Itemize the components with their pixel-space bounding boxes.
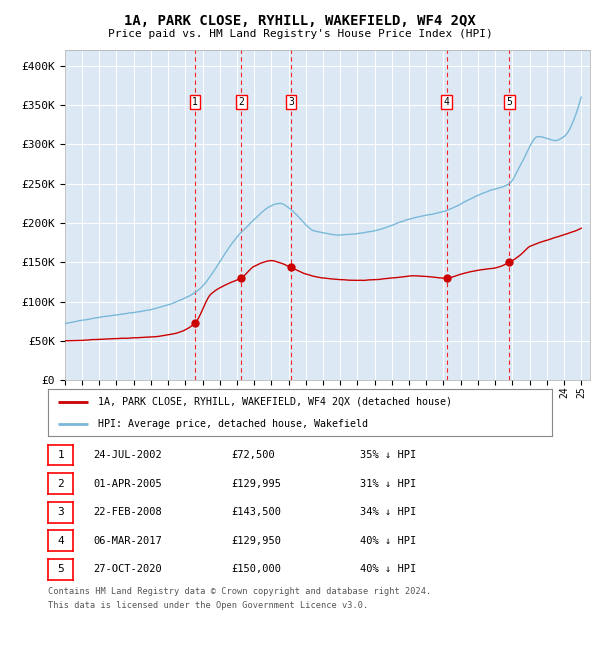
Text: 22-FEB-2008: 22-FEB-2008	[93, 507, 162, 517]
Text: 1: 1	[192, 97, 198, 107]
Text: 40% ↓ HPI: 40% ↓ HPI	[360, 564, 416, 575]
Text: 34% ↓ HPI: 34% ↓ HPI	[360, 507, 416, 517]
Text: This data is licensed under the Open Government Licence v3.0.: This data is licensed under the Open Gov…	[48, 601, 368, 610]
Text: 06-MAR-2017: 06-MAR-2017	[93, 536, 162, 546]
Text: £129,995: £129,995	[231, 478, 281, 489]
Text: 1A, PARK CLOSE, RYHILL, WAKEFIELD, WF4 2QX: 1A, PARK CLOSE, RYHILL, WAKEFIELD, WF4 2…	[124, 14, 476, 29]
Text: £72,500: £72,500	[231, 450, 275, 460]
Text: 3: 3	[288, 97, 294, 107]
Text: Contains HM Land Registry data © Crown copyright and database right 2024.: Contains HM Land Registry data © Crown c…	[48, 587, 431, 596]
Text: £150,000: £150,000	[231, 564, 281, 575]
Text: 31% ↓ HPI: 31% ↓ HPI	[360, 478, 416, 489]
Text: 01-APR-2005: 01-APR-2005	[93, 478, 162, 489]
Text: 4: 4	[57, 536, 64, 546]
Text: £129,950: £129,950	[231, 536, 281, 546]
Text: 1: 1	[57, 450, 64, 460]
Text: 2: 2	[238, 97, 244, 107]
Text: 27-OCT-2020: 27-OCT-2020	[93, 564, 162, 575]
Text: 3: 3	[57, 507, 64, 517]
Text: 2: 2	[57, 478, 64, 489]
Text: £143,500: £143,500	[231, 507, 281, 517]
Text: 35% ↓ HPI: 35% ↓ HPI	[360, 450, 416, 460]
Text: 1A, PARK CLOSE, RYHILL, WAKEFIELD, WF4 2QX (detached house): 1A, PARK CLOSE, RYHILL, WAKEFIELD, WF4 2…	[98, 396, 452, 407]
Text: Price paid vs. HM Land Registry's House Price Index (HPI): Price paid vs. HM Land Registry's House …	[107, 29, 493, 38]
Text: 4: 4	[443, 97, 449, 107]
Text: 5: 5	[57, 564, 64, 575]
Text: 5: 5	[506, 97, 512, 107]
Text: 24-JUL-2002: 24-JUL-2002	[93, 450, 162, 460]
Text: 40% ↓ HPI: 40% ↓ HPI	[360, 536, 416, 546]
Text: HPI: Average price, detached house, Wakefield: HPI: Average price, detached house, Wake…	[98, 419, 368, 429]
